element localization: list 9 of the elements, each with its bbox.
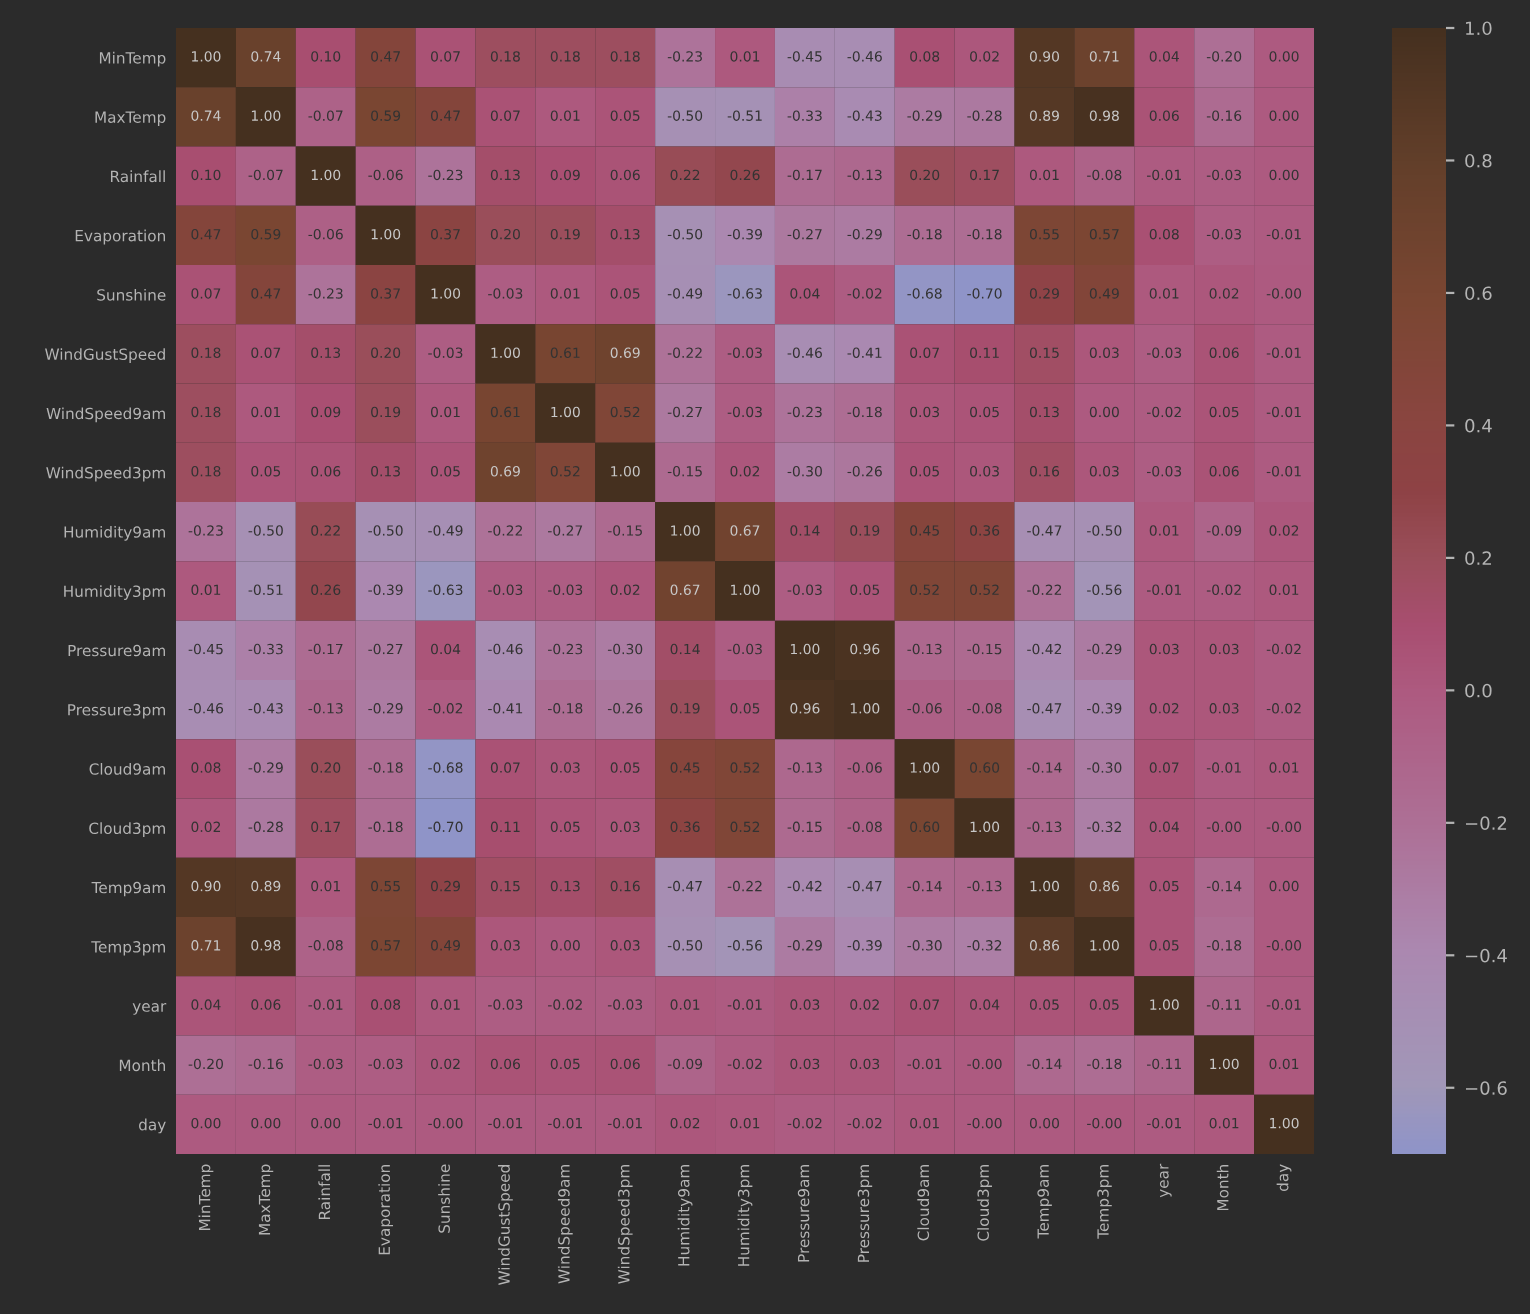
- color-bar-label: 0.8: [1465, 153, 1492, 168]
- color-bar-label: 0.6: [1465, 286, 1492, 301]
- color-bar-label: −0.6: [1465, 1081, 1507, 1095]
- color-bar-label: 0.4: [1465, 418, 1492, 433]
- color-bar-label: −0.4: [1465, 948, 1507, 963]
- color-bar-label: 0.2: [1465, 551, 1491, 565]
- color-bar-label: 0.0: [1465, 683, 1492, 698]
- color-bar-label: −0.2: [1465, 816, 1507, 830]
- color-bar-label: 1.0: [1466, 21, 1492, 36]
